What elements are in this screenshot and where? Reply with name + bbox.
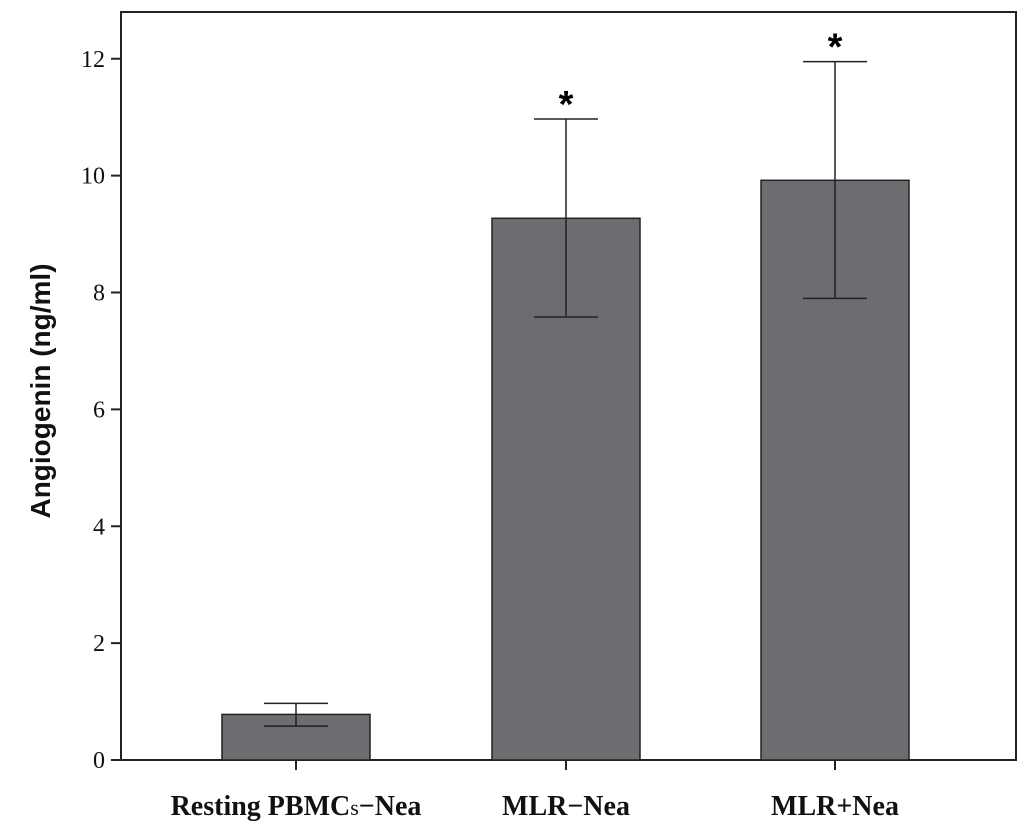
bars: ** bbox=[221, 27, 910, 761]
y-tick-label: 4 bbox=[93, 514, 105, 540]
significance-marker: * bbox=[559, 84, 574, 126]
y-axis-title: Angiogenin (ng/ml) bbox=[25, 263, 56, 518]
y-axis: 0 2 4 6 8 10 12 bbox=[81, 47, 121, 774]
x-category-label: MLR−Nea bbox=[502, 791, 630, 822]
y-tick-label: 6 bbox=[93, 397, 105, 423]
x-axis: Resting PBMCs−Nea MLR−Nea MLR+Nea bbox=[171, 760, 899, 822]
x-category-label: MLR+Nea bbox=[771, 791, 899, 822]
y-tick-label: 8 bbox=[93, 281, 105, 307]
y-tick-label: 10 bbox=[81, 164, 105, 190]
y-tick-label: 0 bbox=[93, 748, 105, 774]
y-tick-label: 12 bbox=[81, 47, 105, 73]
significance-marker: * bbox=[828, 27, 843, 69]
y-tick-label: 2 bbox=[93, 631, 105, 657]
x-category-label: Resting PBMCs−Nea bbox=[171, 791, 422, 822]
